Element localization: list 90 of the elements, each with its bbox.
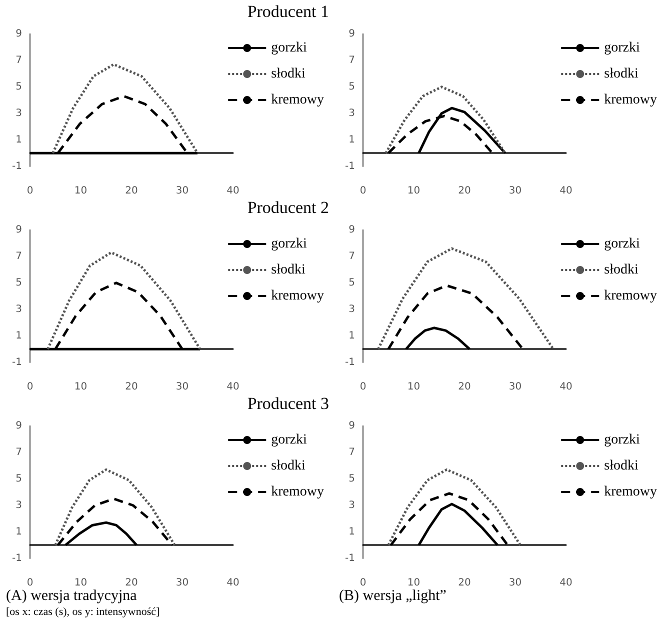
y-tick-label: 7 — [348, 54, 355, 66]
legend-label: gorzki — [604, 40, 640, 56]
x-tick-label: 30 — [508, 578, 522, 588]
y-tick-label: 3 — [348, 304, 355, 315]
y-tick-label: 9 — [348, 28, 355, 40]
text: Producent 1 — [246, 1, 330, 23]
y-tick-label: 9 — [348, 224, 355, 236]
x-tick-label: 30 — [508, 186, 522, 196]
legend-label: słodki — [604, 262, 638, 278]
y-tick-label: 3 — [348, 108, 355, 119]
x-tick-label: 30 — [176, 578, 189, 588]
legend-label: słodki — [604, 66, 638, 82]
x-tick-label: 30 — [176, 186, 189, 196]
x-tick-label: 40 — [226, 382, 240, 392]
y-tick-label: 1 — [16, 134, 22, 146]
x-tick-label: 40 — [560, 578, 572, 588]
legend-label: słodki — [271, 262, 306, 278]
y-tick-label: 5 — [16, 473, 22, 484]
y-tick-label: 9 — [16, 224, 22, 236]
y-tick-label: 9 — [16, 28, 22, 40]
x-tick-label: 10 — [74, 578, 88, 588]
x-tick-label: 20 — [125, 382, 138, 392]
y-tick-label: 7 — [348, 250, 355, 262]
legend-label: kremowy — [271, 92, 324, 108]
y-tick-label: -1 — [12, 552, 22, 564]
x-tick-label: 10 — [407, 186, 420, 196]
legend-label: kremowy — [604, 484, 658, 500]
y-tick-label: -1 — [345, 552, 355, 564]
y-tick-label: 9 — [348, 420, 355, 432]
y-tick-label: 5 — [348, 277, 355, 288]
y-tick-label: 3 — [348, 500, 355, 511]
x-tick-label: 40 — [560, 186, 572, 196]
x-tick-label: 30 — [508, 382, 522, 392]
y-tick-label: 1 — [348, 330, 355, 342]
x-tick-label: 10 — [74, 382, 88, 392]
x-tick-label: 40 — [226, 186, 240, 196]
text: (B) wersja „light” — [338, 588, 448, 604]
x-tick-label: 20 — [125, 186, 138, 196]
legend-label: gorzki — [271, 432, 307, 448]
text: [os x: czas (s), os y: intensywność] — [5, 605, 161, 620]
legend-label: gorzki — [271, 40, 307, 56]
text: (A) wersja tradycyjna — [5, 588, 138, 604]
y-tick-label: 5 — [348, 473, 355, 484]
legend-label: kremowy — [604, 288, 658, 304]
x-tick-label: 0 — [360, 382, 366, 392]
y-tick-label: 1 — [348, 526, 355, 538]
y-tick-label: 7 — [16, 250, 22, 262]
legend-label: kremowy — [271, 288, 324, 304]
y-tick-label: -1 — [345, 160, 355, 172]
y-tick-label: 9 — [16, 420, 22, 432]
legend-label: gorzki — [604, 236, 640, 252]
x-tick-label: 10 — [407, 578, 420, 588]
y-tick-label: 5 — [348, 81, 355, 92]
y-tick-label: 7 — [348, 446, 355, 458]
y-tick-label: -1 — [345, 356, 355, 368]
y-tick-label: 7 — [16, 446, 22, 458]
y-tick-label: 5 — [16, 81, 22, 92]
y-tick-label: 7 — [16, 54, 22, 66]
y-tick-label: 1 — [16, 330, 22, 342]
x-tick-label: 0 — [26, 578, 34, 588]
legend-label: kremowy — [271, 484, 324, 500]
x-tick-label: 10 — [74, 186, 88, 196]
legend-label: słodki — [271, 66, 306, 82]
x-tick-label: 20 — [458, 578, 471, 588]
x-tick-label: 40 — [560, 382, 572, 392]
y-tick-label: 5 — [16, 277, 22, 288]
x-tick-label: 20 — [125, 578, 138, 588]
y-tick-label: 3 — [16, 500, 22, 511]
legend-label: słodki — [271, 458, 306, 474]
x-tick-label: 0 — [360, 578, 366, 588]
x-tick-label: 20 — [458, 186, 471, 196]
legend-label: słodki — [604, 458, 638, 474]
x-tick-label: 40 — [226, 578, 240, 588]
x-tick-label: 0 — [26, 186, 34, 196]
y-tick-label: -1 — [12, 160, 22, 172]
legend-label: gorzki — [271, 236, 307, 252]
y-tick-label: 3 — [16, 108, 22, 119]
x-tick-label: 20 — [458, 382, 471, 392]
x-tick-label: 0 — [26, 382, 34, 392]
legend-label: gorzki — [604, 432, 640, 448]
x-tick-label: 0 — [360, 186, 366, 196]
y-tick-label: 1 — [348, 134, 355, 146]
text: Producent 2 — [246, 197, 330, 219]
x-tick-label: 30 — [176, 382, 189, 392]
x-tick-label: 10 — [407, 382, 420, 392]
text: Producent 3 — [246, 393, 330, 415]
y-tick-label: -1 — [12, 356, 22, 368]
legend-label: kremowy — [604, 92, 658, 108]
y-tick-label: 1 — [16, 526, 22, 538]
y-tick-label: 3 — [16, 304, 22, 315]
